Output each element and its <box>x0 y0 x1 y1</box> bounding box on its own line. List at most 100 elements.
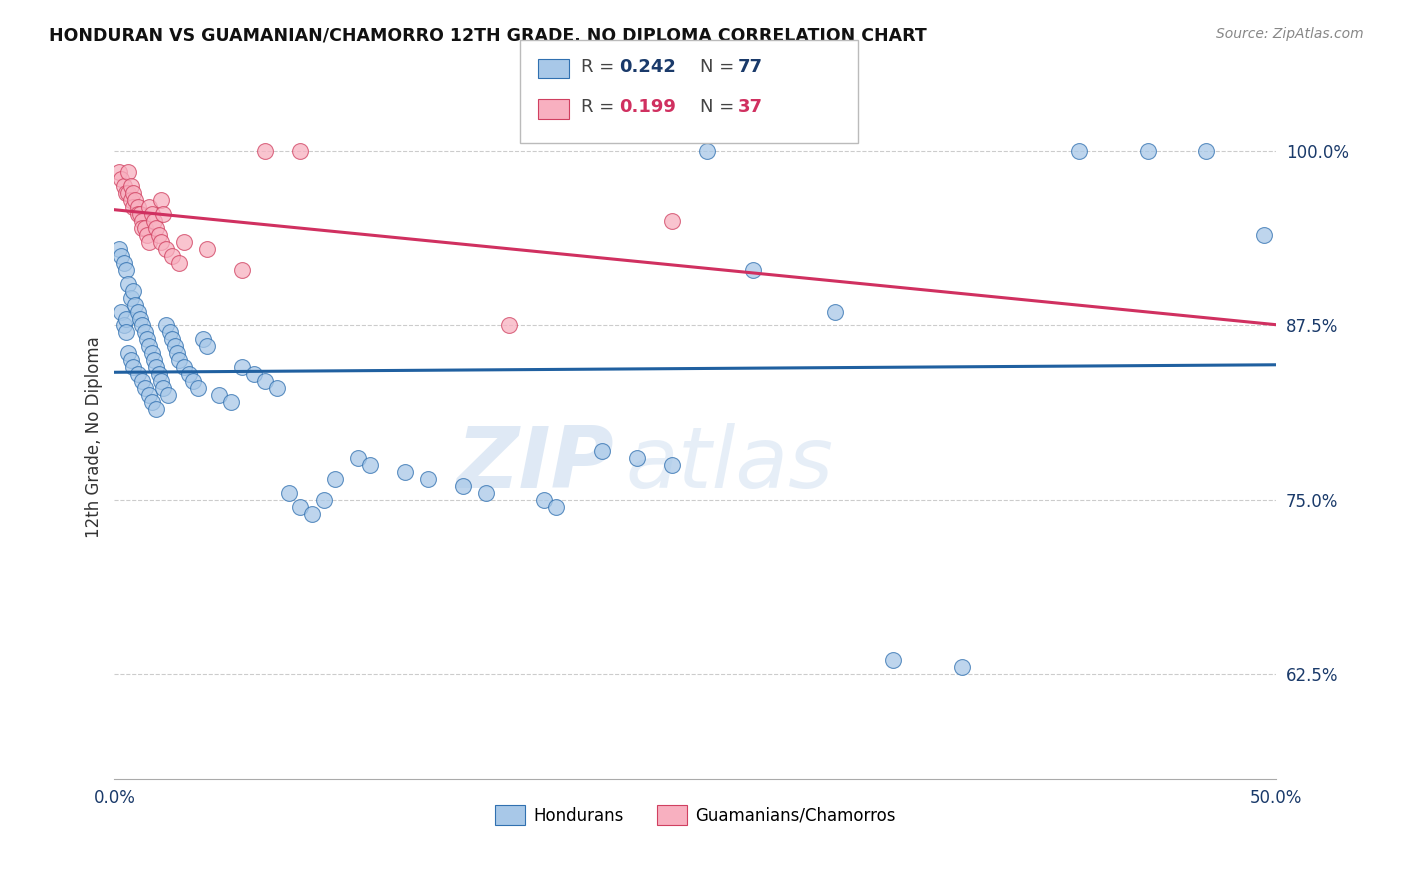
Point <box>141 395 163 409</box>
Point <box>626 450 648 465</box>
Point <box>451 479 474 493</box>
Point <box>148 227 170 242</box>
Point <box>169 353 191 368</box>
Point <box>254 144 277 158</box>
Point <box>323 472 346 486</box>
Point <box>142 214 165 228</box>
Point <box>127 304 149 318</box>
Point <box>290 144 312 158</box>
Point <box>129 207 152 221</box>
Point <box>117 346 139 360</box>
Point <box>177 368 200 382</box>
Point <box>162 249 184 263</box>
Point <box>290 500 312 514</box>
Point <box>277 486 299 500</box>
Point <box>117 165 139 179</box>
Point <box>394 465 416 479</box>
Point <box>301 507 323 521</box>
Point <box>112 178 135 193</box>
Point <box>117 186 139 200</box>
Text: R =: R = <box>581 58 620 76</box>
Point <box>122 360 145 375</box>
Point <box>127 200 149 214</box>
Point <box>115 186 138 200</box>
Point <box>152 207 174 221</box>
Point <box>134 326 156 340</box>
Point <box>312 492 335 507</box>
Point <box>243 368 266 382</box>
Point <box>141 346 163 360</box>
Point <box>108 165 131 179</box>
Point <box>191 333 214 347</box>
Point <box>110 172 132 186</box>
Point <box>122 284 145 298</box>
Text: R =: R = <box>581 98 620 116</box>
Point <box>138 235 160 249</box>
Point <box>187 381 209 395</box>
Point <box>416 472 439 486</box>
Point <box>148 368 170 382</box>
Text: ZIP: ZIP <box>457 423 614 506</box>
Point <box>533 492 555 507</box>
Point <box>162 333 184 347</box>
Point <box>1253 227 1275 242</box>
Point <box>195 339 218 353</box>
Point <box>742 262 765 277</box>
Point <box>110 249 132 263</box>
Point <box>120 178 142 193</box>
Point <box>110 304 132 318</box>
Point <box>136 227 159 242</box>
Point <box>173 360 195 375</box>
Point <box>120 291 142 305</box>
Point <box>696 144 718 158</box>
Point <box>163 339 186 353</box>
Point <box>131 318 153 333</box>
Text: 0.242: 0.242 <box>619 58 675 76</box>
Text: 77: 77 <box>738 58 763 76</box>
Point <box>138 200 160 214</box>
Text: N =: N = <box>700 98 740 116</box>
Point <box>266 381 288 395</box>
Point <box>120 193 142 207</box>
Point <box>359 458 381 472</box>
Point <box>134 381 156 395</box>
Point <box>591 444 613 458</box>
Text: N =: N = <box>700 58 740 76</box>
Point <box>120 353 142 368</box>
Point <box>155 318 177 333</box>
Point <box>952 660 974 674</box>
Point <box>124 193 146 207</box>
Point <box>882 653 904 667</box>
Point <box>124 297 146 311</box>
Point <box>115 311 138 326</box>
Text: 37: 37 <box>738 98 763 116</box>
Point <box>475 486 498 500</box>
Point <box>231 360 253 375</box>
Point <box>117 277 139 291</box>
Point <box>134 220 156 235</box>
Point <box>231 262 253 277</box>
Point <box>122 200 145 214</box>
Point <box>145 220 167 235</box>
Text: HONDURAN VS GUAMANIAN/CHAMORRO 12TH GRADE, NO DIPLOMA CORRELATION CHART: HONDURAN VS GUAMANIAN/CHAMORRO 12TH GRAD… <box>49 27 927 45</box>
Legend: Hondurans, Guamanians/Chamorros: Hondurans, Guamanians/Chamorros <box>488 798 903 832</box>
Text: Source: ZipAtlas.com: Source: ZipAtlas.com <box>1216 27 1364 41</box>
Point <box>159 326 181 340</box>
Y-axis label: 12th Grade, No Diploma: 12th Grade, No Diploma <box>86 336 103 538</box>
Point <box>661 214 683 228</box>
Point <box>115 262 138 277</box>
Point <box>138 339 160 353</box>
Text: 0.199: 0.199 <box>619 98 675 116</box>
Point <box>112 256 135 270</box>
Point <box>131 220 153 235</box>
Point <box>122 186 145 200</box>
Point <box>156 388 179 402</box>
Point <box>127 207 149 221</box>
Point <box>173 235 195 249</box>
Point <box>138 388 160 402</box>
Point <box>149 374 172 388</box>
Point <box>142 353 165 368</box>
Point <box>195 242 218 256</box>
Point <box>544 500 567 514</box>
Point <box>129 311 152 326</box>
